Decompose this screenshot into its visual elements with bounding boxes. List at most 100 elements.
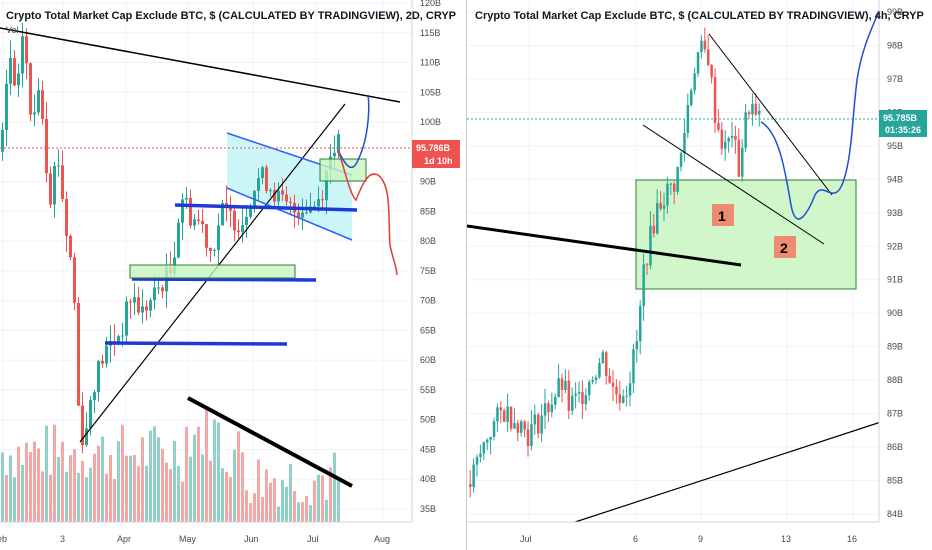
x-tick-label: Jul (307, 534, 319, 544)
volume-bar (309, 505, 312, 522)
volume-bar (133, 454, 136, 522)
candle-body (584, 395, 588, 405)
candle-body (669, 183, 673, 185)
support-line-85 (174, 203, 358, 212)
candle-body (652, 225, 656, 234)
y-tick-label: 80B (420, 236, 436, 246)
candle-body (656, 203, 659, 234)
y-tick-label: 60B (420, 355, 436, 365)
candle-body (333, 152, 336, 157)
chart-title: Crypto Total Market Cap Exclude BTC, $ (… (475, 10, 924, 22)
candle-body (523, 421, 526, 430)
chart-2d-svg[interactable]: 35B40B45B50B55B60B65B70B75B80B85B90B95B1… (0, 0, 466, 550)
volume-bar (29, 452, 32, 522)
volume-bar (193, 434, 196, 522)
candles (469, 27, 761, 498)
volume-bar (21, 464, 24, 522)
volume-bar (213, 419, 216, 522)
blue-channel-fill (227, 133, 352, 240)
candle-body (101, 360, 104, 364)
volume-bar (321, 475, 324, 522)
candle-body (1, 129, 4, 152)
volume-bar (285, 486, 288, 522)
candle-body (233, 210, 236, 231)
drawings (0, 27, 401, 488)
chart-panel-2d[interactable]: 35B40B45B50B55B60B65B70B75B80B85B90B95B1… (0, 0, 466, 550)
volume-bar (173, 440, 176, 522)
x-tick-label: Apr (117, 534, 131, 544)
volume-bar (265, 469, 268, 522)
candle-body (741, 147, 744, 177)
resistance-line (467, 224, 742, 267)
candle-body (754, 103, 758, 115)
volume-bar (277, 506, 280, 522)
candle-body (217, 225, 220, 251)
candle-body (69, 235, 72, 258)
drawings (467, 0, 888, 525)
volume-bar (197, 426, 200, 522)
volume-bar (269, 482, 272, 522)
y-tick-label: 91B (887, 275, 903, 285)
candle-body (659, 203, 662, 209)
y-tick-label: 75B (420, 266, 436, 276)
candle-body (289, 201, 292, 203)
price-axis: 35B40B45B50B55B60B65B70B75B80B85B90B95B1… (411, 0, 466, 550)
candle-body (475, 457, 479, 465)
candle-body (520, 421, 523, 433)
volume-bar (225, 471, 228, 522)
candle-body (153, 287, 156, 301)
candle-body (666, 183, 669, 206)
volume-bar (45, 425, 48, 522)
candle-body (618, 394, 622, 403)
candle-body (125, 301, 128, 336)
volume-bar (41, 471, 44, 522)
candle-body (751, 103, 754, 115)
candle-body (49, 173, 52, 205)
long-downtrend-line (0, 27, 401, 103)
candle-body (25, 36, 28, 64)
volume-bar (33, 441, 36, 522)
price-axis-bg (412, 0, 466, 550)
target-box (319, 158, 367, 182)
volume-bar (149, 430, 152, 522)
label-1: 1 (718, 208, 726, 224)
candle-body (720, 129, 724, 149)
y-tick-label: 87B (887, 409, 903, 419)
candle-body (469, 483, 472, 487)
candle-body (486, 439, 489, 443)
y-tick-label: 99B (887, 7, 903, 17)
y-tick-label: 55B (420, 385, 436, 395)
volume-bar (77, 472, 80, 522)
volume-bar (153, 426, 156, 522)
last-price-value: 95.786B (416, 143, 451, 153)
volume-bar (221, 468, 224, 522)
candle-body (225, 203, 228, 207)
volume-bar (1, 452, 4, 522)
candle-body (516, 423, 520, 433)
candle-body (305, 212, 308, 214)
candle-body (594, 377, 598, 380)
candle-body (297, 212, 300, 218)
y-tick-label: 115B (420, 28, 440, 38)
y-tick-label: 110B (420, 58, 440, 68)
y-tick-label: 45B (420, 444, 436, 454)
candle-body (639, 306, 642, 342)
candle-body (237, 230, 240, 232)
candle-body (747, 112, 751, 115)
chart-panel-4h[interactable]: 1 2 84B 85B 86B 87B 88B 89B 90B 91B 92B 93B 94B 95B… (466, 0, 932, 550)
y-tick-label: 105B (420, 87, 441, 97)
candle-body (13, 58, 16, 86)
candle-body (77, 302, 80, 406)
volume-bar (113, 479, 116, 522)
volume-bar (233, 449, 236, 522)
volume-downtrend-line (187, 396, 353, 488)
candle-body (197, 219, 200, 221)
last-price-value: 95.785B (883, 113, 918, 123)
candle-body (540, 415, 543, 434)
y-tick-label: 94B (887, 174, 903, 184)
volume-bar (297, 502, 300, 522)
candle-body (628, 383, 632, 396)
volume-bar (169, 469, 172, 522)
candle-body (321, 199, 324, 201)
chart-4h-svg[interactable]: 1 2 84B 85B 86B 87B 88B 89B 90B 91B 92B 93B 94B 95B… (467, 0, 932, 550)
